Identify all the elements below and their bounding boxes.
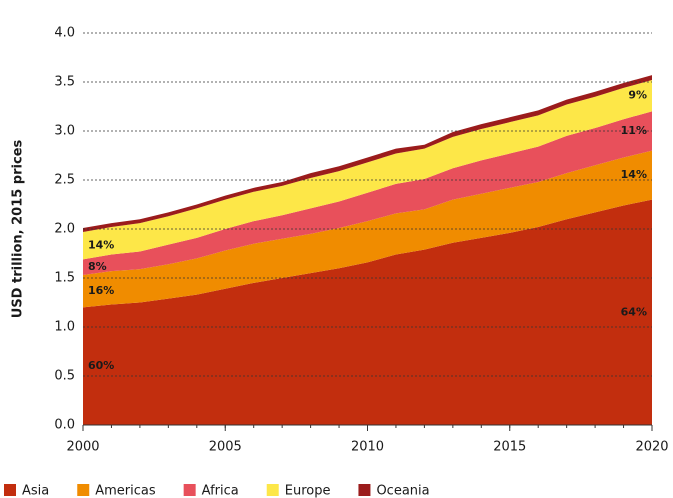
y-tick-label: 4.0 (54, 26, 75, 41)
annotation: 16% (88, 284, 114, 297)
legend-swatch (358, 484, 371, 496)
y-tick-label: 1.5 (54, 271, 75, 286)
x-tick-label: 2000 (66, 440, 99, 455)
area (83, 80, 652, 260)
legend-label: Oceania (376, 484, 429, 498)
annotation: 9% (628, 89, 647, 102)
legend-label: Africa (202, 484, 239, 498)
area (83, 199, 652, 425)
annotation: 64% (621, 305, 647, 318)
y-tick-label: 3.0 (54, 124, 75, 139)
y-tick-label: 1.0 (54, 320, 75, 335)
annotation: 60% (88, 359, 114, 372)
y-tick-label: 3.5 (54, 75, 75, 90)
area (83, 111, 652, 276)
x-tick-label: 2020 (635, 440, 668, 455)
y-tick-label: 0.0 (54, 418, 75, 433)
legend-swatch (77, 484, 90, 496)
y-axis-label: USD trillion, 2015 prices (11, 140, 26, 319)
x-tick-label: 2015 (493, 440, 526, 455)
x-tick-label: 2005 (209, 440, 242, 455)
y-tick-label: 0.5 (54, 369, 75, 384)
y-tick-label: 2.5 (54, 173, 75, 188)
legend-label: Americas (95, 484, 156, 498)
annotation: 8% (88, 260, 107, 273)
annotation: 14% (621, 168, 647, 181)
legend-swatch (183, 484, 196, 496)
annotation: 14% (88, 239, 114, 252)
x-tick-label: 2010 (351, 440, 384, 455)
legend-label: Europe (285, 484, 331, 498)
y-tick-label: 2.0 (54, 222, 75, 237)
legend-swatch (266, 484, 279, 496)
annotation: 11% (621, 124, 647, 137)
legend-swatch (4, 484, 16, 496)
legend-label: Asia (22, 484, 49, 498)
